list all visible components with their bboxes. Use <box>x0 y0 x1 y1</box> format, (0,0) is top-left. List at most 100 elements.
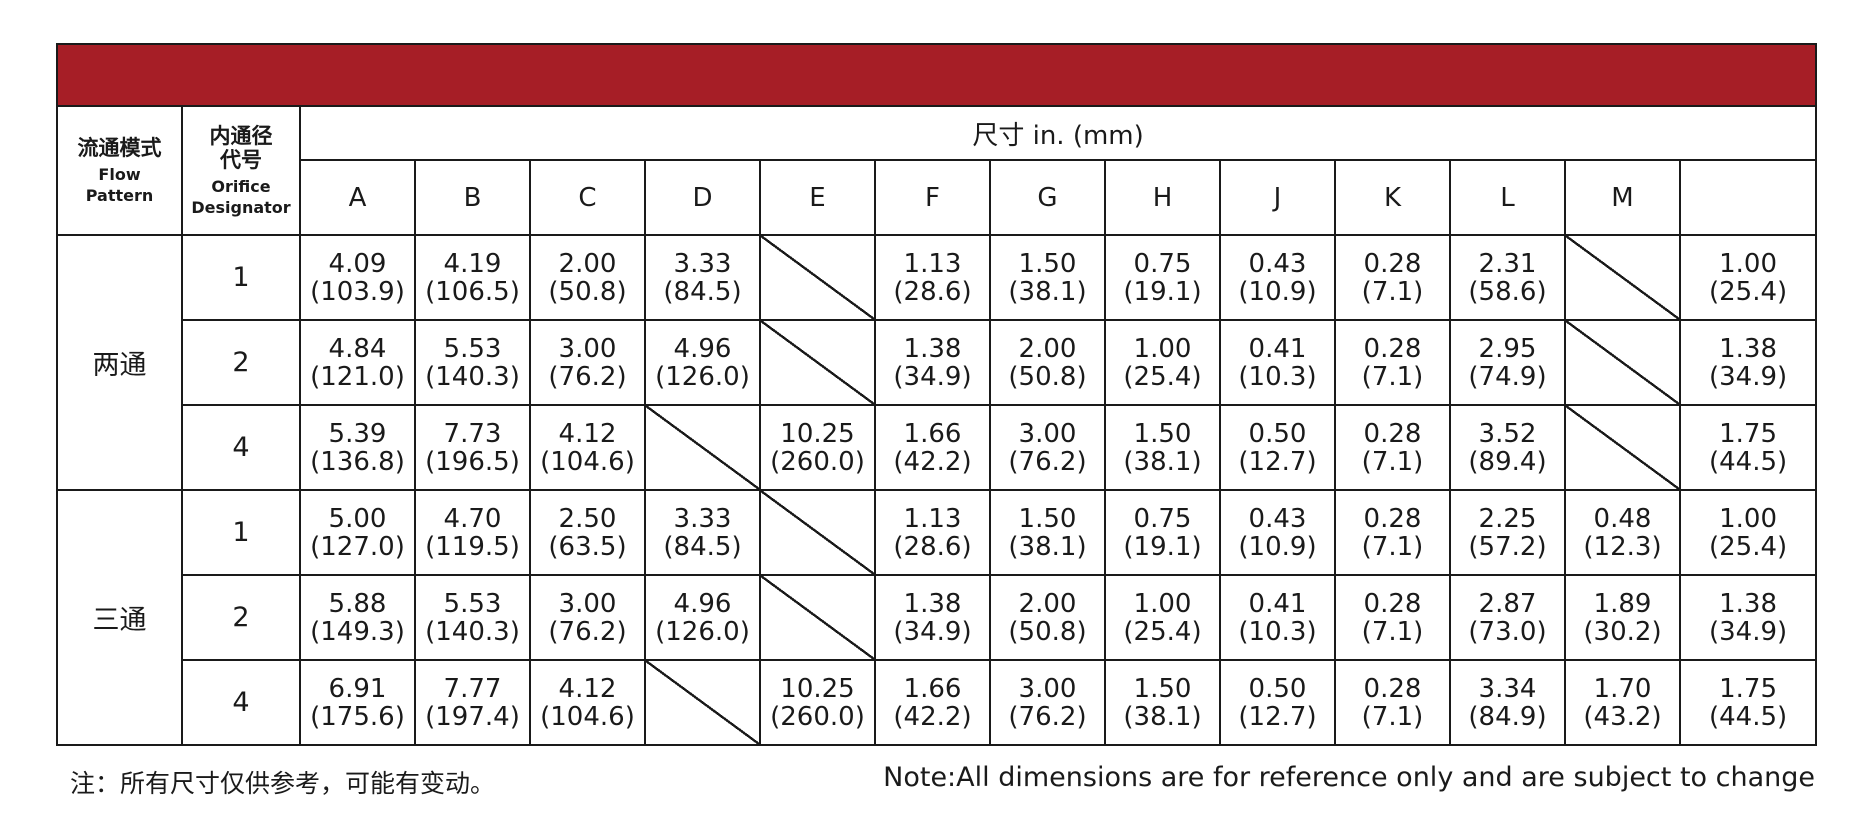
footnotes: 注：所有尺寸仅供参考，可能有变动。 Note:All dimensions ar… <box>56 758 1815 798</box>
value-inches: 1.50 <box>1018 248 1077 279</box>
value-inches: 1.38 <box>1719 333 1777 364</box>
column-header-k: K <box>1334 159 1451 236</box>
dimension-cell: 0.28 (7.1) <box>1334 489 1451 576</box>
value-millimeters: (126.0) <box>655 616 750 647</box>
value-inches: 2.00 <box>1018 588 1077 619</box>
value-inches: 5.53 <box>443 588 502 619</box>
value-millimeters: (12.7) <box>1238 446 1317 477</box>
value-inches: 0.28 <box>1363 503 1422 534</box>
dimension-cell: 1.66 (42.2) <box>874 404 991 491</box>
flow-pattern-label-en: Flow Pattern <box>58 164 181 206</box>
column-header-b: B <box>414 159 531 236</box>
dimension-cell: 3.33 (84.5) <box>644 234 761 321</box>
dimension-cell: 1.38 (34.9) <box>874 574 991 661</box>
value-inches: 4.96 <box>673 333 732 364</box>
value-millimeters: (7.1) <box>1361 361 1424 392</box>
dimension-cell: 3.00 (76.2) <box>529 319 646 406</box>
value-millimeters: (104.6) <box>540 446 635 477</box>
dimension-cell: 1.50 (38.1) <box>1104 404 1221 491</box>
table-row: 2 5.88 (149.3) 5.53 (140.3) 3.00 (76.2) 4.96 (12… <box>57 574 1818 661</box>
value-inches: 1.66 <box>903 418 962 449</box>
dimension-cell: 1.00 (25.4) <box>1678 234 1818 321</box>
not-applicable-cell <box>1564 234 1681 321</box>
value-millimeters: (50.8) <box>1008 361 1087 392</box>
value-millimeters: (63.5) <box>548 531 627 562</box>
value-inches: 4.84 <box>328 333 387 364</box>
value-millimeters: (28.6) <box>893 531 972 562</box>
value-millimeters: (84.5) <box>663 531 742 562</box>
value-inches: 1.13 <box>903 503 962 534</box>
value-millimeters: (38.1) <box>1123 446 1202 477</box>
flow-pattern-label-en-line1: Flow <box>98 164 141 184</box>
value-inches: 7.77 <box>443 673 502 704</box>
value-inches: 4.96 <box>673 588 732 619</box>
value-millimeters: (38.1) <box>1123 701 1202 732</box>
dimension-cell: 2.25 (57.2) <box>1449 489 1566 576</box>
value-millimeters: (42.2) <box>893 446 972 477</box>
value-millimeters: (44.5) <box>1708 701 1788 732</box>
value-inches: 2.50 <box>558 503 617 534</box>
value-millimeters: (260.0) <box>770 446 865 477</box>
dimension-cell: 4.19 (106.5) <box>414 234 531 321</box>
dimension-cell: 0.48 (12.3) <box>1564 489 1681 576</box>
value-millimeters: (74.9) <box>1468 361 1547 392</box>
flow-pattern-cell: 三通 <box>56 489 183 746</box>
value-inches: 1.70 <box>1593 673 1652 704</box>
value-inches: 5.53 <box>443 333 502 364</box>
value-inches: 1.75 <box>1719 418 1777 449</box>
dimension-cell: 7.77 (197.4) <box>414 659 531 746</box>
value-inches: 1.89 <box>1593 588 1652 619</box>
dimension-cell: 1.70 (43.2) <box>1564 659 1681 746</box>
value-millimeters: (127.0) <box>310 531 405 562</box>
value-millimeters: (50.8) <box>548 276 627 307</box>
dimension-cell: 0.28 (7.1) <box>1334 659 1451 746</box>
table-row: 4 5.39 (136.8) 7.73 (196.5) 4.12 (104.6) 10.25(… <box>57 404 1818 491</box>
value-inches: 3.00 <box>1018 418 1077 449</box>
value-millimeters: (119.5) <box>425 531 520 562</box>
column-header-e: E <box>759 159 876 236</box>
column-header-blank <box>1678 159 1818 236</box>
dimension-cell: 1.89 (30.2) <box>1564 574 1681 661</box>
dimension-cell: 4.70 (119.5) <box>414 489 531 576</box>
dimension-cell: 3.00 (76.2) <box>989 659 1106 746</box>
dimension-cell: 3.33 (84.5) <box>644 489 761 576</box>
value-millimeters: (140.3) <box>425 616 520 647</box>
value-millimeters: (10.3) <box>1238 616 1317 647</box>
value-inches: 0.28 <box>1363 333 1422 364</box>
value-millimeters: (10.9) <box>1238 531 1317 562</box>
orifice-cell: 4 <box>181 404 301 491</box>
dimension-cell: 4.96 (126.0) <box>644 319 761 406</box>
value-millimeters: (136.8) <box>310 446 405 477</box>
value-millimeters: (25.4) <box>1708 531 1788 562</box>
dimension-cell: 0.28 (7.1) <box>1334 234 1451 321</box>
dimension-cell: 7.73 (196.5) <box>414 404 531 491</box>
value-inches: 4.12 <box>558 673 617 704</box>
value-inches: 1.50 <box>1133 673 1192 704</box>
dimension-cell: 1.50 (38.1) <box>1104 659 1221 746</box>
value-millimeters: (34.9) <box>1708 361 1788 392</box>
value-inches: 0.41 <box>1248 333 1307 364</box>
dimension-cell: 0.43 (10.9) <box>1219 489 1336 576</box>
orifice-cell: 1 <box>181 489 301 576</box>
value-inches: 1.38 <box>1719 588 1777 619</box>
flow-pattern-label-en-line2: Pattern <box>85 185 154 205</box>
dimension-cell: 1.75 (44.5) <box>1678 659 1818 746</box>
dimension-cell: 1.50 (38.1) <box>989 489 1106 576</box>
dimension-cell: 1.38 (34.9) <box>1678 319 1818 406</box>
value-millimeters: (76.2) <box>548 616 627 647</box>
value-inches: 2.31 <box>1478 248 1537 279</box>
dimension-cell: 2.95 (74.9) <box>1449 319 1566 406</box>
dimension-cell: 2.00 (50.8) <box>989 574 1106 661</box>
column-header-c: C <box>529 159 646 236</box>
orifice-label-zh: 内通径 代号 <box>183 124 299 172</box>
column-header-h: H <box>1104 159 1221 236</box>
value-inches: 2.00 <box>1018 333 1077 364</box>
value-millimeters: (19.1) <box>1123 531 1202 562</box>
value-millimeters: (140.3) <box>425 361 520 392</box>
value-millimeters: (260.0) <box>770 701 865 732</box>
table-row: 两通 1 4.09 (103.9) 4.19 (106.5) 2.00 (50.8) 3.33(… <box>56 234 1818 491</box>
flow-pattern-cell: 两通 <box>56 234 183 491</box>
dimension-cell: 2.00 (50.8) <box>529 234 646 321</box>
value-millimeters: (73.0) <box>1468 616 1547 647</box>
